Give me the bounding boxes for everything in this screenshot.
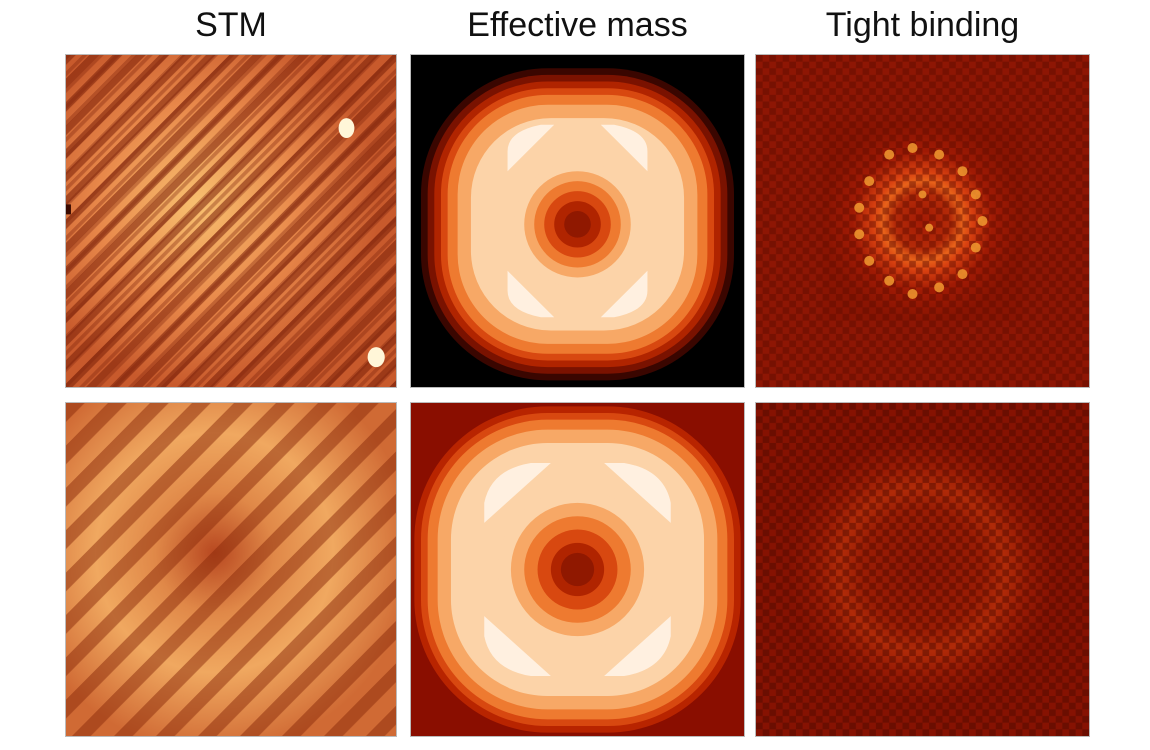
effective-mass-image-top (410, 54, 745, 388)
stm-image-top (65, 54, 397, 388)
effective-mass-image-bottom (410, 402, 745, 737)
column-title-stm: STM (195, 6, 267, 44)
tight-binding-image-top (755, 54, 1090, 388)
column-title-tight-binding: Tight binding (825, 6, 1020, 44)
column-title-effective-mass: Effective mass (467, 6, 688, 44)
tight-binding-image-bottom (755, 402, 1090, 737)
stm-image-bottom (65, 402, 397, 737)
